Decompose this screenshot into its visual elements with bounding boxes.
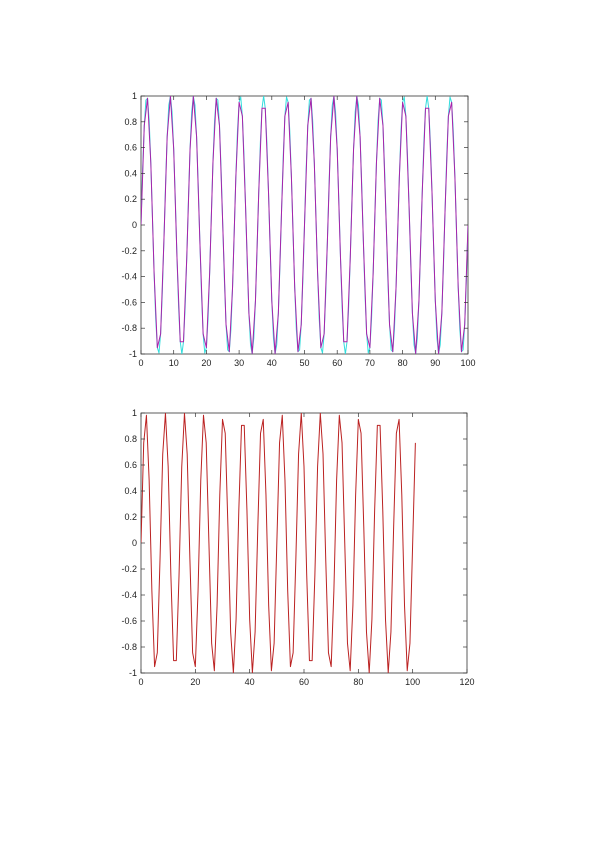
x-tick-label: 40 (267, 358, 277, 368)
x-tick-label: 20 (201, 358, 211, 368)
x-tick-label: 90 (430, 358, 440, 368)
y-tick-label: 0.6 (124, 460, 137, 470)
x-tick-label: 60 (299, 677, 309, 687)
x-tick-label: 0 (138, 677, 143, 687)
x-tick-label: 70 (365, 358, 375, 368)
y-tick-label: 0.2 (124, 194, 137, 204)
y-tick-label: 0.6 (124, 143, 137, 153)
x-tick-label: 100 (460, 358, 475, 368)
y-tick-label: 0.4 (124, 168, 137, 178)
y-tick-label: -0.2 (121, 246, 137, 256)
y-tick-label: 0.8 (124, 117, 137, 127)
x-tick-label: 40 (245, 677, 255, 687)
y-tick-label: -0.4 (121, 272, 137, 282)
x-tick-label: 50 (299, 358, 309, 368)
x-tick-label: 80 (398, 358, 408, 368)
series-line-1 (141, 96, 468, 354)
y-tick-label: -0.8 (121, 642, 137, 652)
series-line-0 (141, 413, 416, 673)
y-tick-label: -1 (129, 349, 137, 359)
x-tick-label: 10 (169, 358, 179, 368)
y-tick-label: 1 (132, 408, 137, 418)
y-tick-label: -0.2 (121, 564, 137, 574)
bottom-chart: 0 20 40 60 80 100 120 1 0.8 0.6 0.4 0.2 0 -0.2 -0.4 -0.… (121, 408, 474, 687)
y-tick-label: 0.4 (124, 486, 137, 496)
y-tick-label: 0.2 (124, 512, 137, 522)
x-tick-label: 120 (459, 677, 474, 687)
x-tick-label: 100 (405, 677, 420, 687)
y-tick-label: -0.4 (121, 590, 137, 600)
x-tick-label: 60 (332, 358, 342, 368)
y-tick-label: -1 (129, 668, 137, 678)
y-tick-label: -0.6 (121, 616, 137, 626)
x-tick-label: 80 (353, 677, 363, 687)
y-tick-label: -0.8 (121, 323, 137, 333)
y-tick-label: -0.6 (121, 297, 137, 307)
y-tick-label: 1 (132, 91, 137, 101)
x-tick-label: 20 (190, 677, 200, 687)
top-chart: 0 10 20 30 40 50 60 70 80 90 100 1 0.8 0.6 0.4 0.2 0 -0.2… (121, 91, 475, 368)
x-tick-label: 30 (234, 358, 244, 368)
y-tick-label: 0.8 (124, 434, 137, 444)
y-tick-label: 0 (132, 538, 137, 548)
y-tick-label: 0 (132, 220, 137, 230)
x-tick-label: 0 (138, 358, 143, 368)
